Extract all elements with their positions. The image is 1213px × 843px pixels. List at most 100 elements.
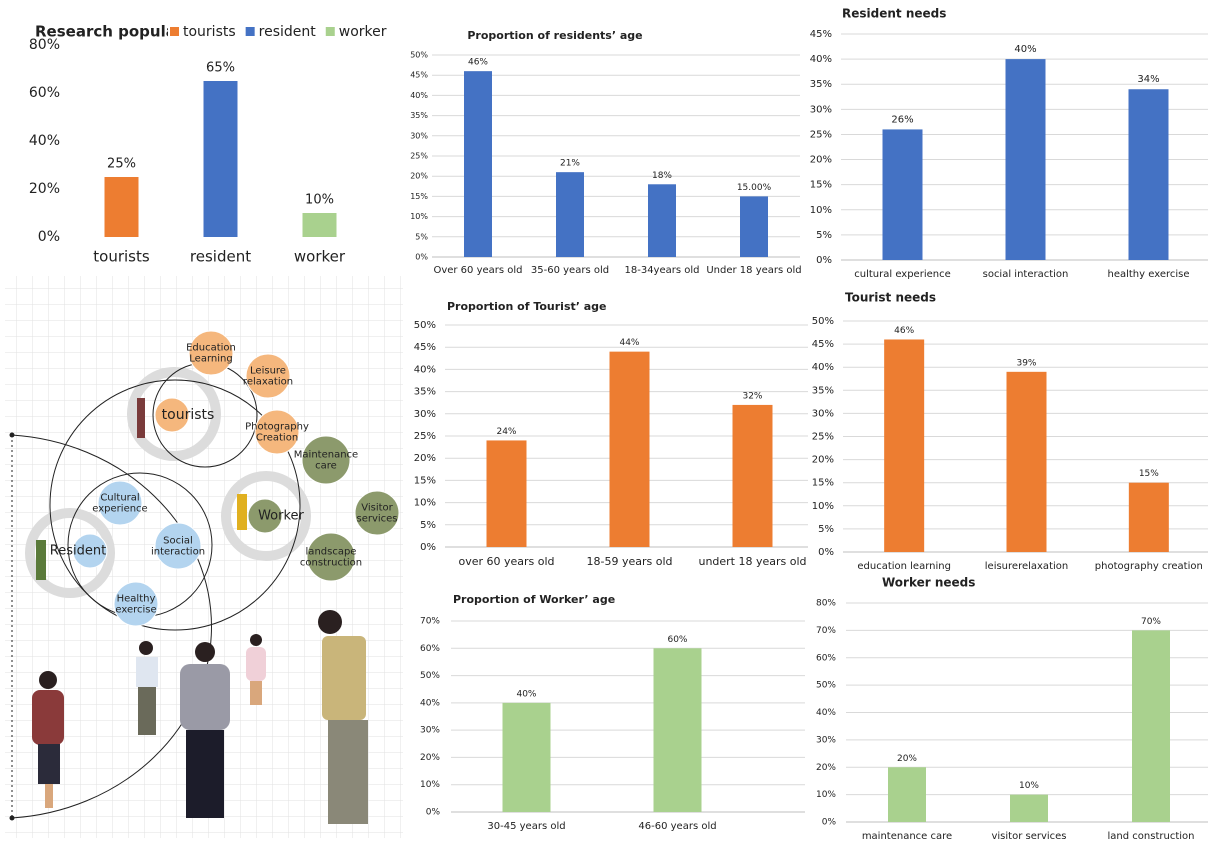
value-label: 18% (652, 171, 672, 181)
y-tick-label: 0% (818, 547, 834, 558)
value-label: 25% (107, 157, 136, 172)
chart: Proportion of Tourist’ age 0% 5% 10% 15% 20% 2… (414, 300, 808, 568)
node-label: Education (186, 343, 236, 354)
legend-background (168, 22, 378, 42)
node-label: services (356, 514, 397, 525)
node-label: interaction (151, 547, 205, 558)
y-tick-label: 10% (812, 501, 834, 512)
y-tick-label: 25% (812, 432, 834, 443)
value-label: 20% (897, 754, 917, 764)
node-circle (72, 533, 108, 569)
node-circle (245, 353, 291, 399)
chart-title: Tourist needs (845, 291, 936, 305)
value-label: 32% (742, 391, 762, 401)
y-tick-label: 15% (812, 478, 834, 489)
y-tick-label: 15% (410, 192, 428, 201)
y-tick-label: 45% (414, 342, 436, 353)
y-tick-label: 60% (816, 653, 836, 663)
y-tick-label: 0% (38, 229, 60, 245)
y-tick-label: 35% (410, 111, 428, 120)
bar (1128, 482, 1169, 552)
y-tick-label: 30% (410, 131, 428, 140)
y-tick-label: 50% (816, 681, 836, 691)
y-tick-label: 45% (410, 71, 428, 80)
bar (1132, 630, 1170, 822)
chart-title: Proportion of residents’ age (467, 29, 642, 42)
x-tick-label: 18-59 years old (587, 555, 673, 568)
x-tick-label: undert 18 years old (698, 555, 806, 568)
y-tick-label: 80% (29, 37, 60, 53)
bar (104, 177, 139, 237)
y-tick-label: 30% (810, 104, 832, 115)
bar (882, 129, 923, 260)
chart: Proportion of residents’ age 0% 5% 10% 15% 20… (410, 29, 801, 276)
y-tick-label: 5% (816, 230, 832, 241)
y-tick-label: 0% (822, 818, 837, 828)
bar (888, 767, 926, 822)
node-label: exercise (115, 605, 156, 616)
diagram: touristsEducationLearningLeisurerelaxati… (50, 330, 400, 627)
y-tick-label: 50% (420, 671, 440, 681)
y-tick-label: 25% (414, 431, 436, 442)
value-label: 21% (560, 159, 580, 169)
node-label: landscape (306, 547, 357, 558)
x-tick-label: maintenance care (862, 831, 952, 842)
node-label: Healthy (117, 594, 156, 605)
value-label: 40% (516, 689, 536, 699)
chart-title: Worker needs (882, 576, 975, 590)
x-tick-label: tourists (93, 248, 150, 266)
legend-label: tourists (183, 24, 236, 40)
y-tick-label: 20% (816, 763, 836, 773)
bar (302, 213, 337, 237)
bar (609, 351, 650, 547)
chart-title: Proportion of Worker’ age (453, 593, 615, 606)
bar (1005, 59, 1046, 260)
charts: Research population 0% 20% 40% 60% 80% tourist… (29, 7, 1208, 842)
y-tick-label: 35% (414, 387, 436, 398)
x-tick-label: Over 60 years old (433, 265, 522, 276)
y-tick-label: 80% (816, 599, 836, 609)
x-tick-label: Under 18 years old (706, 265, 801, 276)
y-tick-label: 40% (410, 91, 428, 100)
node-label: Resident (50, 544, 106, 559)
y-tick-label: 45% (810, 29, 832, 40)
value-label: 40% (1014, 44, 1036, 55)
value-label: 10% (305, 193, 334, 208)
y-tick-label: 20% (420, 753, 440, 763)
node-label: Social (163, 536, 193, 547)
x-tick-label: leisurerelaxation (985, 561, 1068, 572)
y-tick-label: 10% (810, 205, 832, 216)
x-tick-label: photography creation (1095, 561, 1203, 572)
x-tick-label: 35-60 years old (531, 265, 609, 276)
y-tick-label: 25% (810, 129, 832, 140)
y-tick-label: 35% (810, 79, 832, 90)
y-tick-label: 40% (414, 364, 436, 375)
y-tick-label: 15% (414, 475, 436, 486)
x-tick-label: resident (190, 248, 251, 266)
y-tick-label: 40% (812, 362, 834, 373)
y-tick-label: 10% (414, 498, 436, 509)
y-tick-label: 40% (810, 54, 832, 65)
chart-title: Proportion of Tourist’ age (447, 300, 607, 313)
y-tick-label: 30% (414, 409, 436, 420)
y-tick-label: 50% (410, 51, 428, 60)
x-tick-label: visitor services (991, 831, 1066, 842)
value-label: 46% (894, 326, 914, 336)
y-tick-label: 40% (29, 133, 60, 149)
y-tick-label: 20% (29, 181, 60, 197)
y-tick-label: 50% (414, 320, 436, 331)
value-label: 39% (1016, 358, 1036, 368)
node-label: Leisure (250, 366, 286, 377)
chart: Worker needs 0% 10% 20% 30% 40% 50% 60% 70% 80% ma… (816, 576, 1208, 842)
node-label: Photography (245, 422, 309, 433)
y-tick-label: 35% (812, 385, 834, 396)
node-label: experience (92, 504, 147, 515)
chart: Proportion of Worker’ age 0% 10% 20% 30% 40% 5… (420, 593, 805, 832)
y-tick-label: 60% (29, 85, 60, 101)
